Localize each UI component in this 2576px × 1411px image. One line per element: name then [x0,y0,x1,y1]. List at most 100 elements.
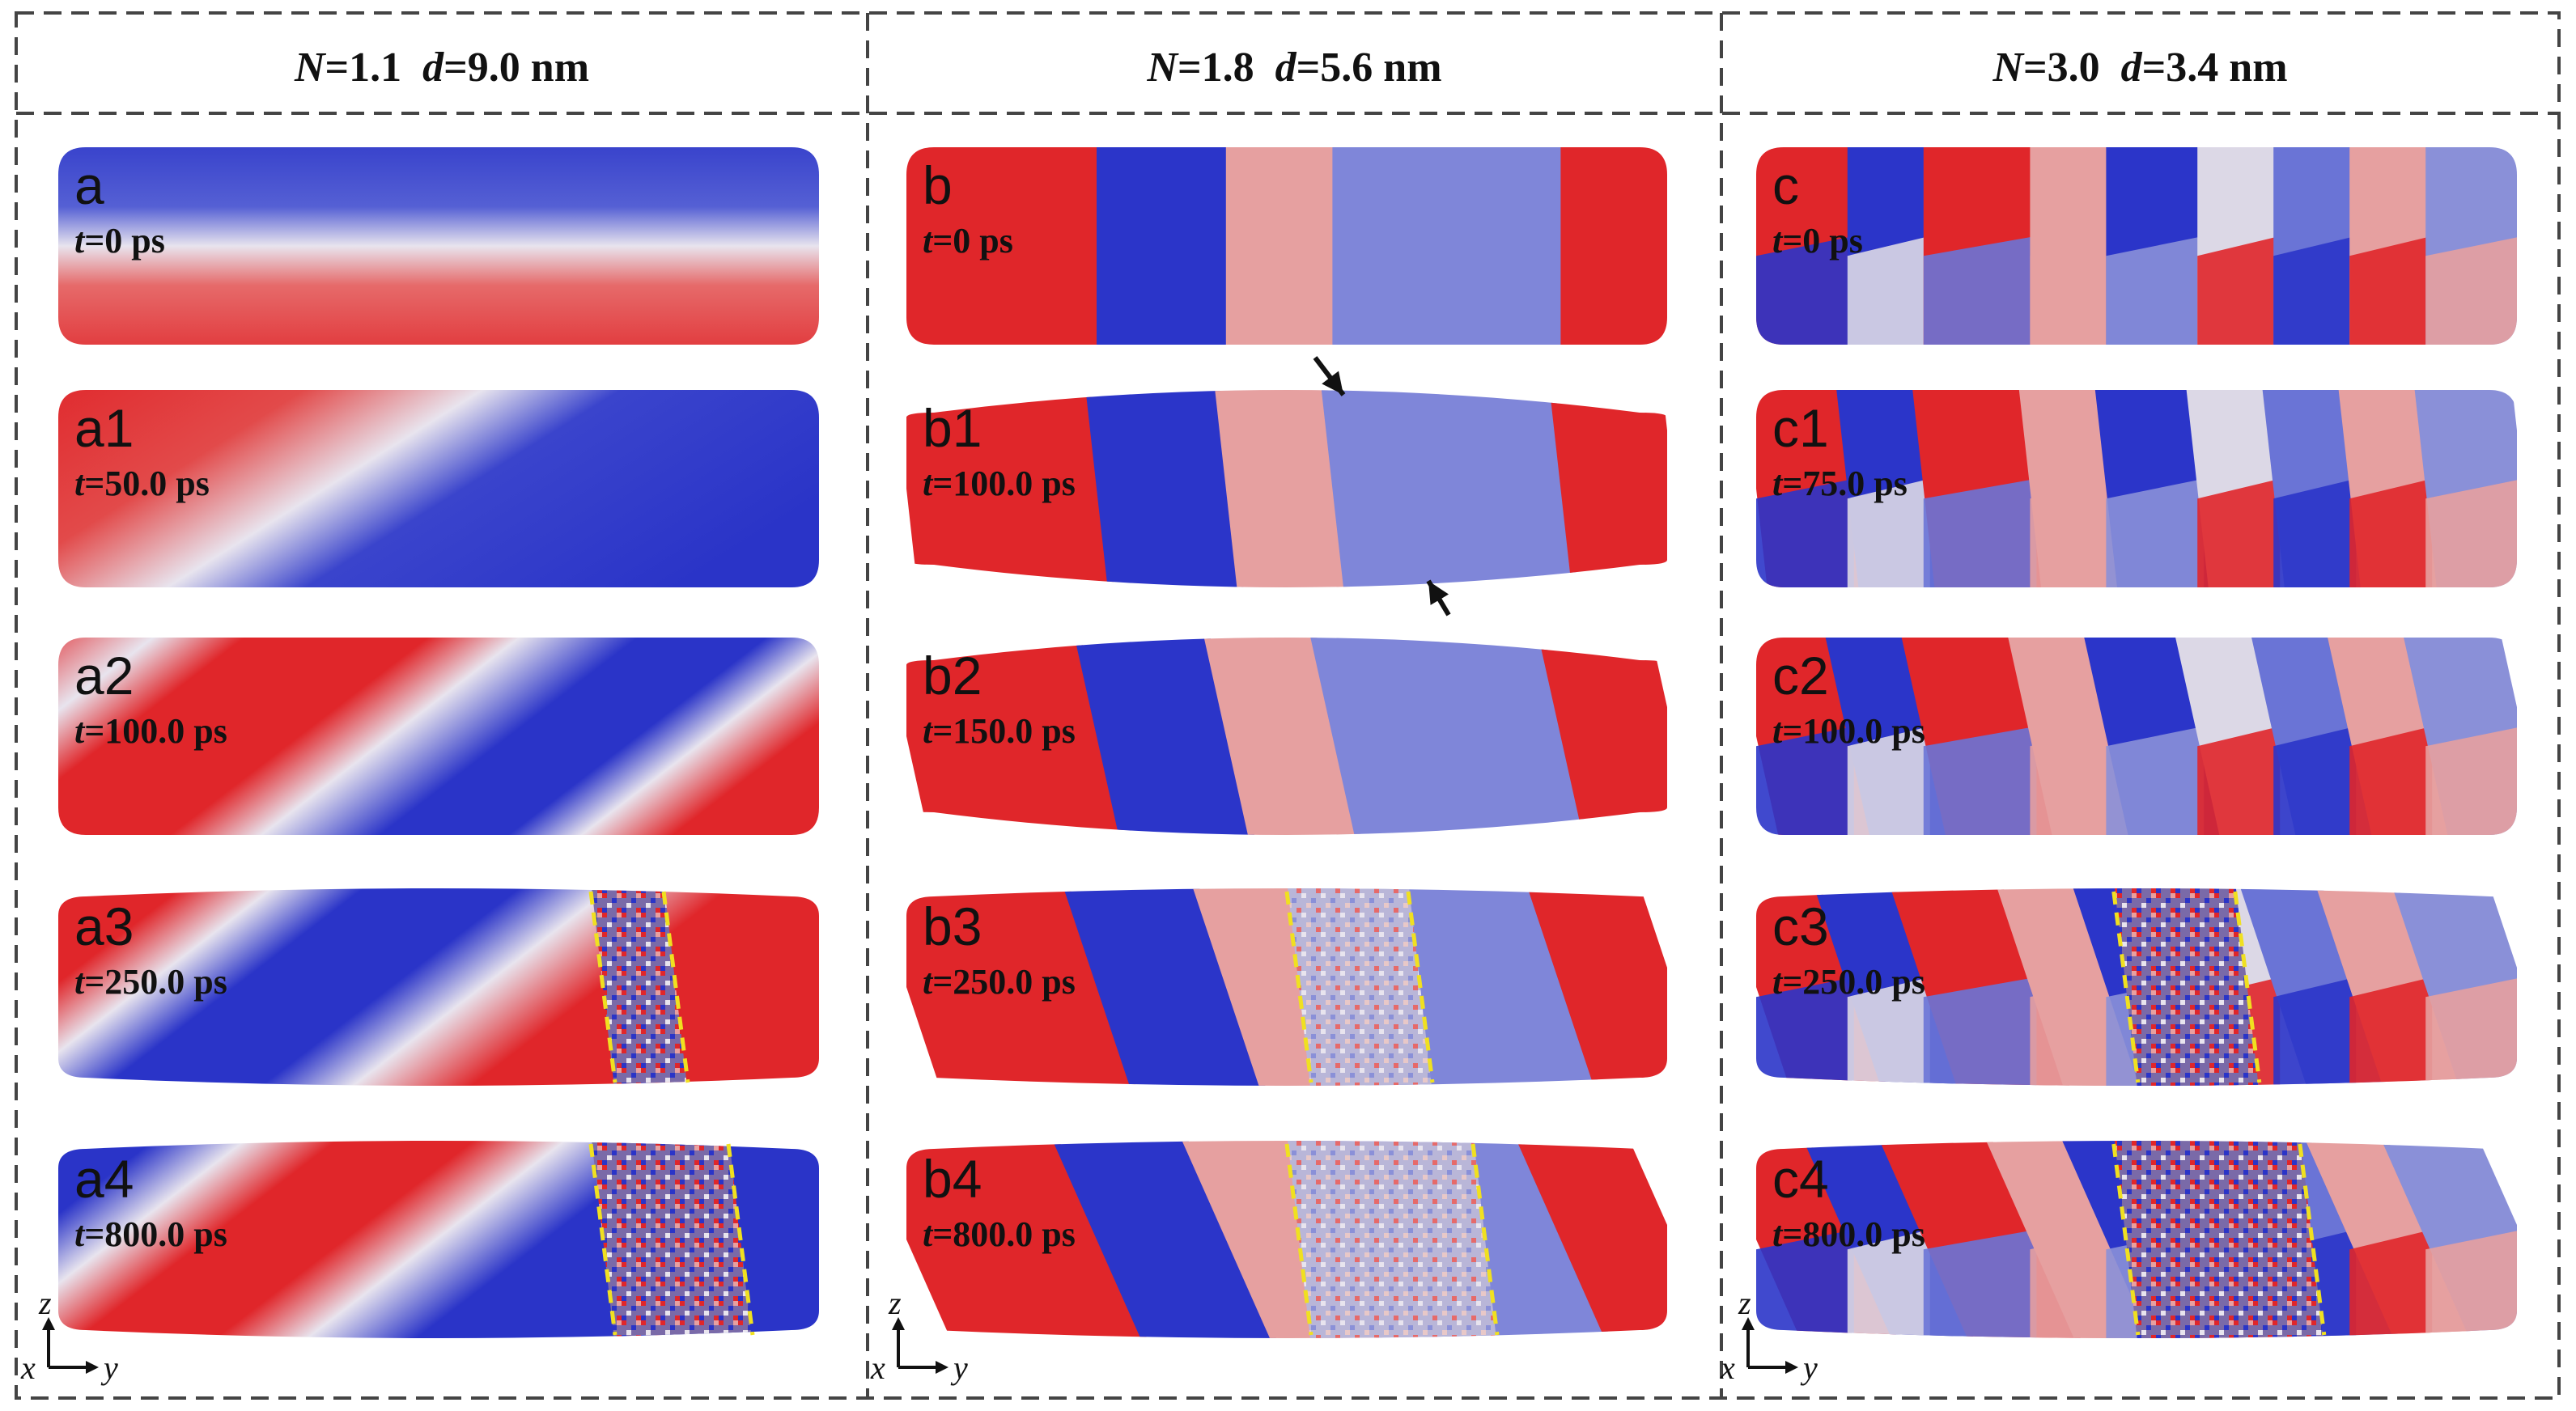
grain [2273,977,2357,1086]
grain [1097,147,1233,345]
shear-band-guide [1406,891,1435,1083]
shear-band-guide [2298,1143,2327,1336]
grain [2030,1229,2113,1338]
rod-panel [1756,390,2517,587]
shear-band-guide [726,1143,755,1336]
axis-label-z: z [888,1285,902,1321]
rod-panel [906,390,1667,587]
amorphous-band [2113,888,2260,1086]
shear-band-guide [2111,891,2141,1083]
grain [1923,977,2037,1086]
panel-label: c1 [1772,398,1829,458]
grain [1082,390,1247,587]
grain [1546,390,1667,587]
panel-label: a3 [74,896,134,956]
rod-body [58,888,819,1086]
rod-body [58,390,819,587]
time-label: t=100.0 ps [923,464,1076,503]
time-label: t=50.0 ps [74,464,210,503]
amorphous-band [591,888,688,1086]
shear-band-guide [1284,891,1313,1083]
rod-body [58,147,819,345]
panel-label: a [74,155,104,215]
grain [2030,726,2113,835]
rod-panel [906,888,1667,1086]
time-label: t=250.0 ps [1772,962,1925,1002]
axis-label-x: x [20,1350,36,1386]
axis-label-z: z [1738,1285,1751,1321]
grain [1756,235,1854,345]
grain [2425,726,2517,835]
grain [2349,235,2433,345]
grain [1847,726,1930,835]
time-label: t=100.0 ps [1772,711,1925,751]
grain [2273,235,2357,345]
panel-label: c [1772,155,1799,215]
grain [2273,478,2357,587]
panels [58,147,2517,1338]
grain [1560,147,1667,345]
axis-label-x: x [1720,1350,1735,1386]
grain [906,638,1132,835]
grain [1225,147,1339,345]
time-label: t=0 ps [74,221,165,261]
grain [1756,478,1854,587]
grain [1923,478,2037,587]
rod-panel [58,888,819,1086]
grain [1332,147,1568,345]
grain [1053,888,1276,1086]
rod-panel [906,638,1667,835]
grain [2030,977,2113,1086]
grain [1923,726,2037,835]
rod-panel [58,147,819,345]
grain [2030,478,2113,587]
grain [2106,478,2205,587]
axis-triad [892,1317,948,1374]
grain [2197,235,2281,345]
grain [1531,638,1667,835]
column-title: N=3.0 d=3.4 nm [1992,44,2287,91]
axis-label-y: y [100,1350,118,1386]
rod-panel [58,638,819,835]
grain [2349,1229,2433,1338]
time-label: t=250.0 ps [923,962,1076,1002]
shear-band-guide [2111,1143,2141,1336]
grain [2106,235,2205,345]
time-label: t=0 ps [1772,221,1863,261]
axis-label-y: y [1800,1350,1818,1386]
panel-label: c3 [1772,896,1829,956]
shear-band-guide [1284,1143,1313,1336]
grain [1038,1141,1291,1338]
time-label: t=0 ps [923,221,1013,261]
panel-label: b2 [923,646,982,706]
grain [2030,235,2113,345]
grain [2349,977,2433,1086]
panel-label: a4 [74,1149,134,1209]
grain [2106,726,2205,835]
shear-band-guide [1470,1143,1500,1336]
necking-arrow [1426,579,1451,617]
shear-band-guide [2233,891,2262,1083]
panel-label: b1 [923,398,982,458]
grain [2349,478,2433,587]
grain [1211,390,1354,587]
grain [1318,390,1582,587]
panel-label: a1 [74,398,134,458]
panel-label: b4 [923,1149,982,1209]
time-label: t=250.0 ps [74,962,227,1002]
figure-frame [15,11,2561,1400]
grain [2425,977,2517,1086]
amorphous-band [2113,1141,2324,1338]
shear-band-guide [661,891,690,1083]
axis-triad [1742,1317,1798,1374]
overlays [42,356,2327,1374]
axis-triad [42,1317,99,1374]
grain [1923,235,2037,345]
panel-label: c4 [1772,1149,1829,1209]
grain [1517,888,1667,1086]
rod-panel [1756,638,2517,835]
grain [2425,235,2517,345]
grain [1756,726,1854,835]
time-label: t=150.0 ps [923,711,1076,751]
